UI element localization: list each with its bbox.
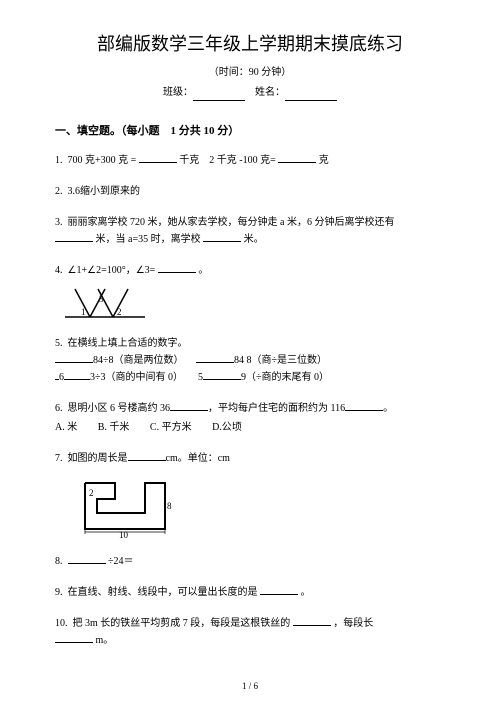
q4-text-b: 。 bbox=[198, 265, 208, 276]
class-label: 班级： bbox=[163, 87, 193, 98]
q1-blank-2 bbox=[278, 153, 316, 163]
q6-num: 6. bbox=[55, 403, 63, 414]
q6-blank-1 bbox=[170, 401, 208, 411]
q5: 5. 在横线上填上合适的数字。 84÷8（商是两位数） 84 8（商÷是三位数）… bbox=[55, 335, 445, 386]
q10-blank-1 bbox=[293, 616, 331, 626]
q5-r2b: 9（÷商的末尾有 0） bbox=[241, 372, 329, 383]
q10: 10. 把 3m 长的铁丝平均剪成 7 段，每段是这根铁丝的 ，每段长 m。 bbox=[55, 615, 445, 649]
section-1-header: 一、填空题。（每小题 1 分共 10 分） bbox=[55, 123, 445, 141]
q1-num: 1. bbox=[55, 155, 63, 166]
q3-blank-1 bbox=[55, 232, 93, 242]
q6-options: A. 米 B. 千米 C. 平方米 D.公顷 bbox=[55, 419, 445, 436]
q2: 2. 3.6缩小到原来的 bbox=[55, 183, 445, 200]
name-blank bbox=[285, 91, 337, 101]
q8-blank bbox=[68, 554, 106, 564]
q1-text-c: 克 bbox=[319, 155, 329, 166]
q5-r1a: 84÷8（商是两位数） bbox=[93, 355, 184, 366]
page-number: 1 / 6 bbox=[0, 679, 500, 693]
q3-text-c: 米。 bbox=[244, 234, 264, 245]
q2-text: 3.6缩小到原来的 bbox=[68, 186, 141, 197]
q5-num: 5. bbox=[55, 338, 63, 349]
svg-text:2: 2 bbox=[117, 307, 122, 317]
subtitle: （时间：90 分钟） bbox=[55, 65, 445, 81]
q5-blank-3 bbox=[64, 370, 90, 380]
svg-text:10: 10 bbox=[119, 530, 129, 539]
svg-text:3: 3 bbox=[99, 294, 104, 304]
q6-text-a: 思明小区 6 号楼高约 36 bbox=[68, 403, 171, 414]
q10-text-c: m。 bbox=[96, 635, 114, 646]
q9-num: 9. bbox=[55, 587, 63, 598]
q8-text: ÷24＝ bbox=[108, 556, 134, 567]
svg-text:8: 8 bbox=[167, 501, 172, 511]
q10-text-a: 把 3m 长的铁丝平均剪成 7 段，每段是这根铁丝的 bbox=[73, 618, 291, 629]
q9: 9. 在直线、射线、线段中，可以量出长度的是 。 bbox=[55, 584, 445, 601]
q7-blank bbox=[128, 451, 166, 461]
q10-num: 10. bbox=[55, 618, 68, 629]
svg-text:1: 1 bbox=[81, 307, 86, 317]
q6: 6. 思明小区 6 号楼高约 36 ，平均每户住宅的面积约为 116 。 A. 米 … bbox=[55, 400, 445, 436]
q9-text-a: 在直线、射线、线段中，可以量出长度的是 bbox=[68, 587, 258, 598]
q10-text-b: ，每段长 bbox=[333, 618, 373, 629]
angle-diagram: 1 3 2 bbox=[65, 285, 145, 321]
q7-text-a: 如图的周长是 bbox=[68, 453, 128, 464]
q1-blank-1 bbox=[139, 153, 177, 163]
q6-opt-c: C. 平方米 bbox=[150, 419, 192, 436]
svg-text:2: 2 bbox=[89, 488, 94, 498]
q5-blank-1 bbox=[55, 353, 93, 363]
q1: 1. 700 克+300 克 = 千克 2 千克 -100 克= 克 bbox=[55, 152, 445, 169]
q9-blank bbox=[260, 585, 298, 595]
q6-text-b: ，平均每户住宅的面积约为 116 bbox=[208, 403, 345, 414]
q6-opt-a: A. 米 bbox=[55, 419, 77, 436]
name-label: 姓名： bbox=[255, 87, 285, 98]
q1-text-a: 700 克+300 克 = bbox=[68, 155, 137, 166]
q7: 7. 如图的周长是 cm。单位：cm 2 8 10 bbox=[55, 450, 445, 539]
q7-text-b: cm。单位：cm bbox=[166, 453, 230, 464]
q8: 8. ÷24＝ bbox=[55, 553, 445, 570]
q7-num: 7. bbox=[55, 453, 63, 464]
q1-text-b: 千克 2 千克 -100 克= bbox=[179, 155, 275, 166]
q5-text: 在横线上填上合适的数字。 bbox=[68, 338, 188, 349]
q5-blank-4 bbox=[203, 370, 241, 380]
q4-num: 4. bbox=[55, 265, 63, 276]
q6-opt-b: B. 千米 bbox=[98, 419, 130, 436]
meta-line: 班级： 姓名： bbox=[55, 85, 445, 101]
q6-opt-d: D.公顷 bbox=[212, 419, 242, 436]
page-title: 部编版数学三年级上学期期末摸底练习 bbox=[55, 30, 445, 59]
q6-blank-2 bbox=[345, 401, 383, 411]
q5-r2a: 3÷3（商的中间有 0） bbox=[90, 372, 183, 383]
q6-text-c: 。 bbox=[383, 403, 393, 414]
q3: 3. 丽丽家离学校 720 米，她从家去学校，每分钟走 a 米，6 分钟后离学校… bbox=[55, 214, 445, 248]
q10-blank-2 bbox=[55, 633, 93, 643]
q3-blank-2 bbox=[203, 232, 241, 242]
q4-text-a: ∠1+∠2=100°，∠3= bbox=[68, 265, 156, 276]
q5-blank-2 bbox=[196, 353, 234, 363]
q4: 4. ∠1+∠2=100°，∠3= 。 1 3 2 bbox=[55, 262, 445, 321]
q3-num: 3. bbox=[55, 217, 63, 228]
q4-blank bbox=[158, 263, 196, 273]
q5-r1b: 84 8（商÷是三位数） bbox=[234, 355, 327, 366]
perimeter-diagram: 2 8 10 bbox=[75, 473, 175, 539]
class-blank bbox=[193, 91, 245, 101]
q8-num: 8. bbox=[55, 556, 63, 567]
q9-text-b: 。 bbox=[301, 587, 311, 598]
q3-text-a: 丽丽家离学校 720 米，她从家去学校，每分钟走 a 米，6 分钟后离学校还有 bbox=[68, 217, 395, 228]
q2-num: 2. bbox=[55, 186, 63, 197]
q3-text-b: 米，当 a=35 时，离学校 bbox=[96, 234, 201, 245]
